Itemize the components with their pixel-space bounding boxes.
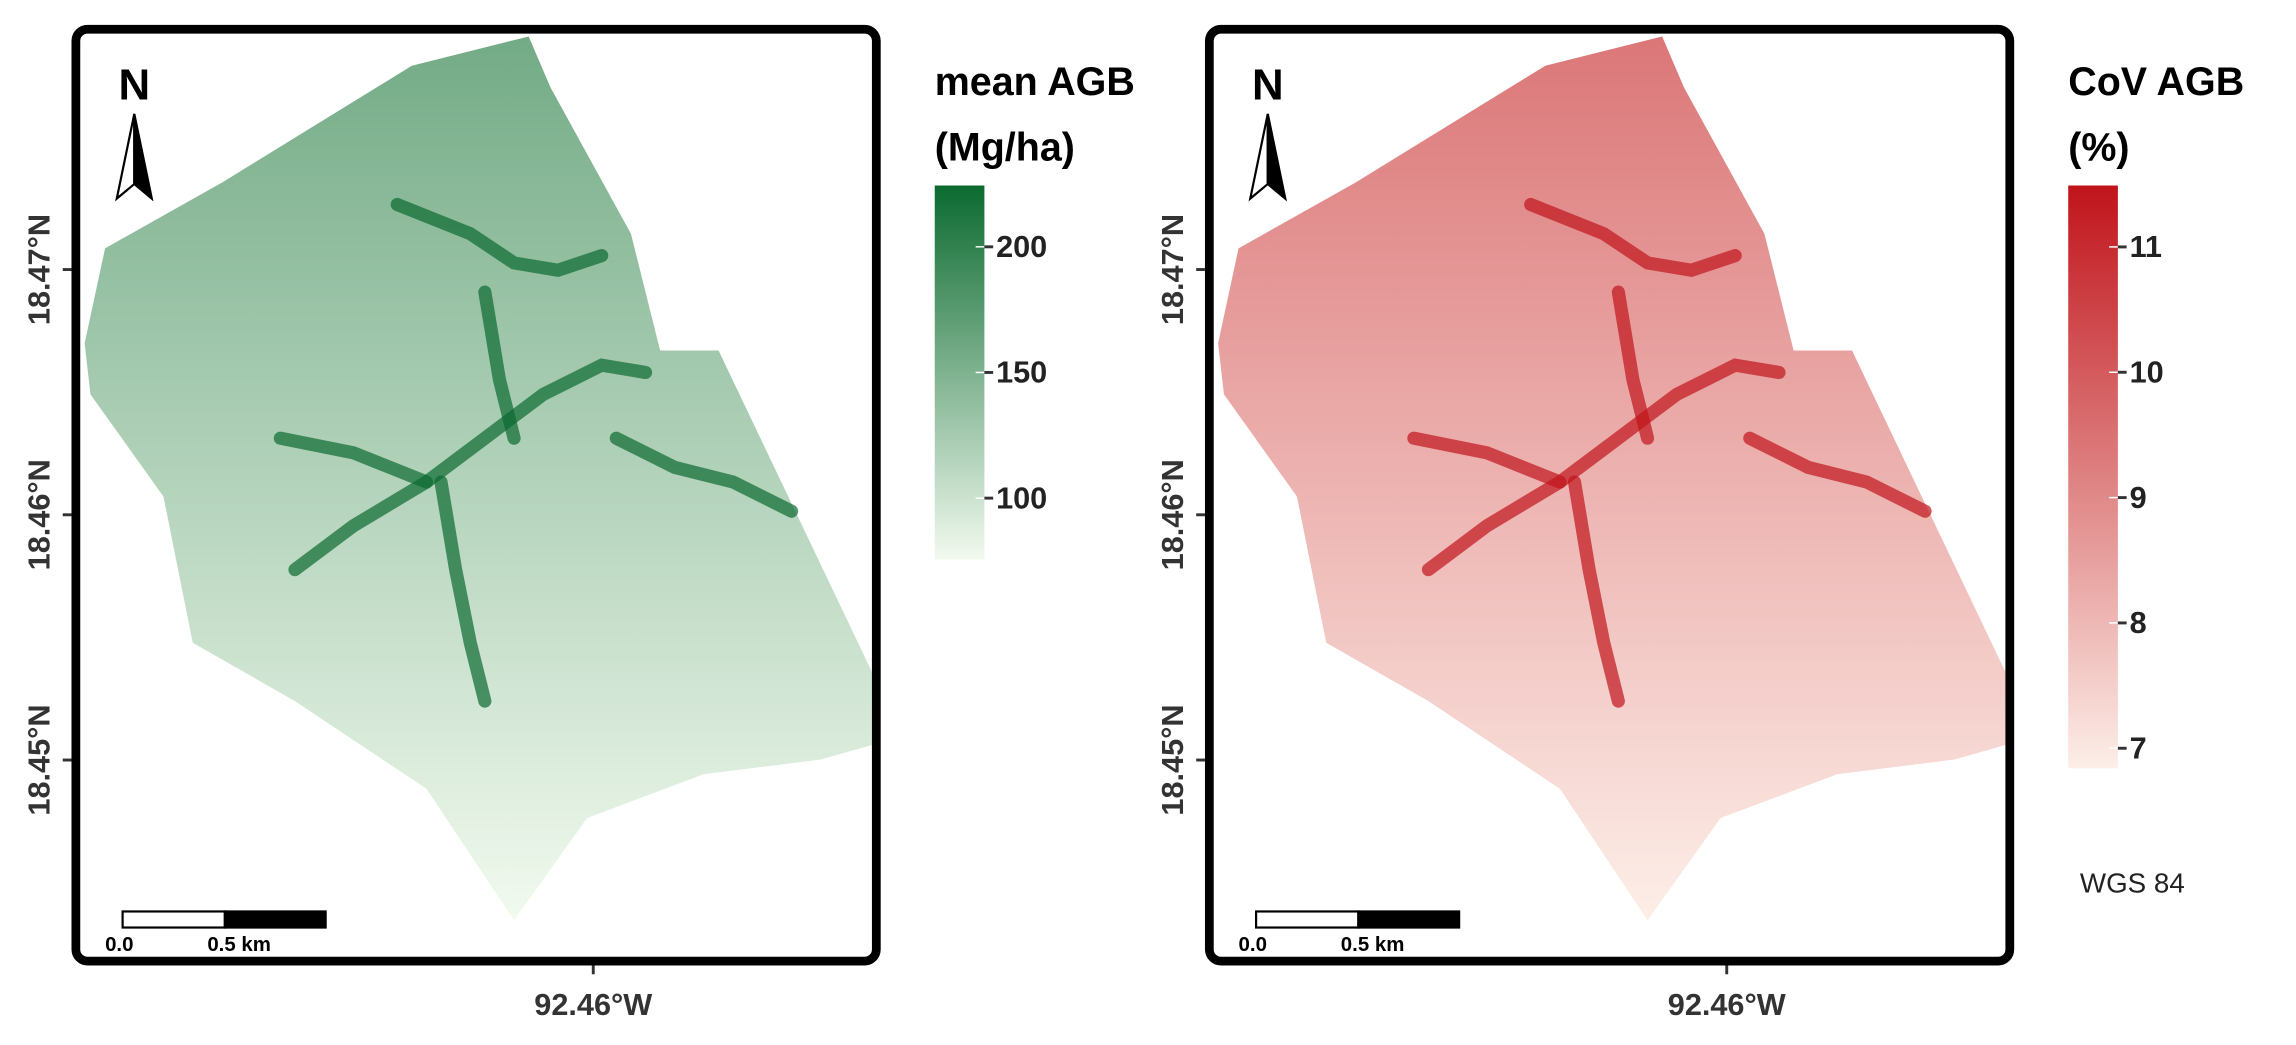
scale-bar-label: 0.0 — [1239, 933, 1267, 956]
scale-bar-black — [1357, 910, 1461, 929]
raster-channel — [1524, 197, 1742, 277]
north-arrow-left — [1248, 113, 1269, 202]
scale-bar-label: 0.5 km — [1341, 933, 1405, 956]
north-label: N — [1252, 60, 1284, 109]
y-tick-label: 18.47°N — [23, 214, 57, 325]
raster-channel — [478, 285, 521, 445]
x-tick-label: 92.46°W — [1668, 988, 1786, 1022]
scale-bar-label: 0.0 — [105, 933, 133, 956]
scale-bar-black — [223, 910, 327, 929]
raster-channel — [1421, 358, 1786, 577]
colorbar-tick-label: 200 — [996, 230, 1047, 264]
y-tick-label: 18.47°N — [1156, 214, 1190, 325]
north-label: N — [118, 60, 150, 109]
raster-channel — [1567, 475, 1625, 708]
crs-label: WGS 84 — [2080, 867, 2185, 898]
scale-bar-label: 0.5 km — [207, 933, 271, 956]
map-frame — [1204, 24, 2015, 966]
colorbar-tick-label: 100 — [996, 481, 1047, 515]
colorbar-tick-label: 150 — [996, 356, 1047, 390]
y-tick-label: 18.45°N — [23, 704, 57, 815]
y-tick-label: 18.46°N — [1156, 459, 1190, 570]
colorbar-tick-label: 10 — [2130, 355, 2164, 389]
scale-bar-white — [1254, 910, 1360, 929]
raster-channel — [1611, 285, 1655, 445]
colorbar-tick-label: 9 — [2130, 481, 2147, 515]
colorbar — [2068, 185, 2118, 769]
map-frame — [71, 24, 881, 966]
legend-title: mean AGB — [935, 60, 1135, 104]
north-arrow-left — [115, 113, 136, 202]
raster-channel — [273, 431, 433, 489]
y-tick-label: 18.45°N — [1156, 704, 1190, 815]
raster-channel — [609, 431, 799, 518]
raster-channel — [1743, 431, 1932, 518]
x-tick-label: 92.46°W — [534, 988, 652, 1022]
raster-channel — [434, 475, 492, 708]
raster-channel — [288, 358, 653, 577]
colorbar-tick-label: 11 — [2130, 230, 2162, 264]
colorbar-tick-label: 7 — [2130, 731, 2147, 765]
legend-title: (Mg/ha) — [935, 126, 1075, 170]
colorbar-tick-label: 8 — [2130, 606, 2147, 640]
north-arrow-right — [133, 113, 154, 202]
raster-channel — [1407, 431, 1567, 489]
legend-title: CoV AGB — [2068, 60, 2244, 104]
scale-bar-white — [121, 910, 226, 929]
y-tick-label: 18.46°N — [23, 459, 57, 570]
raster-texture — [1218, 36, 2006, 921]
north-arrow-right — [1266, 113, 1288, 202]
legend-title: (%) — [2068, 126, 2129, 170]
raster-texture — [84, 36, 872, 921]
raster-channel — [390, 197, 609, 277]
